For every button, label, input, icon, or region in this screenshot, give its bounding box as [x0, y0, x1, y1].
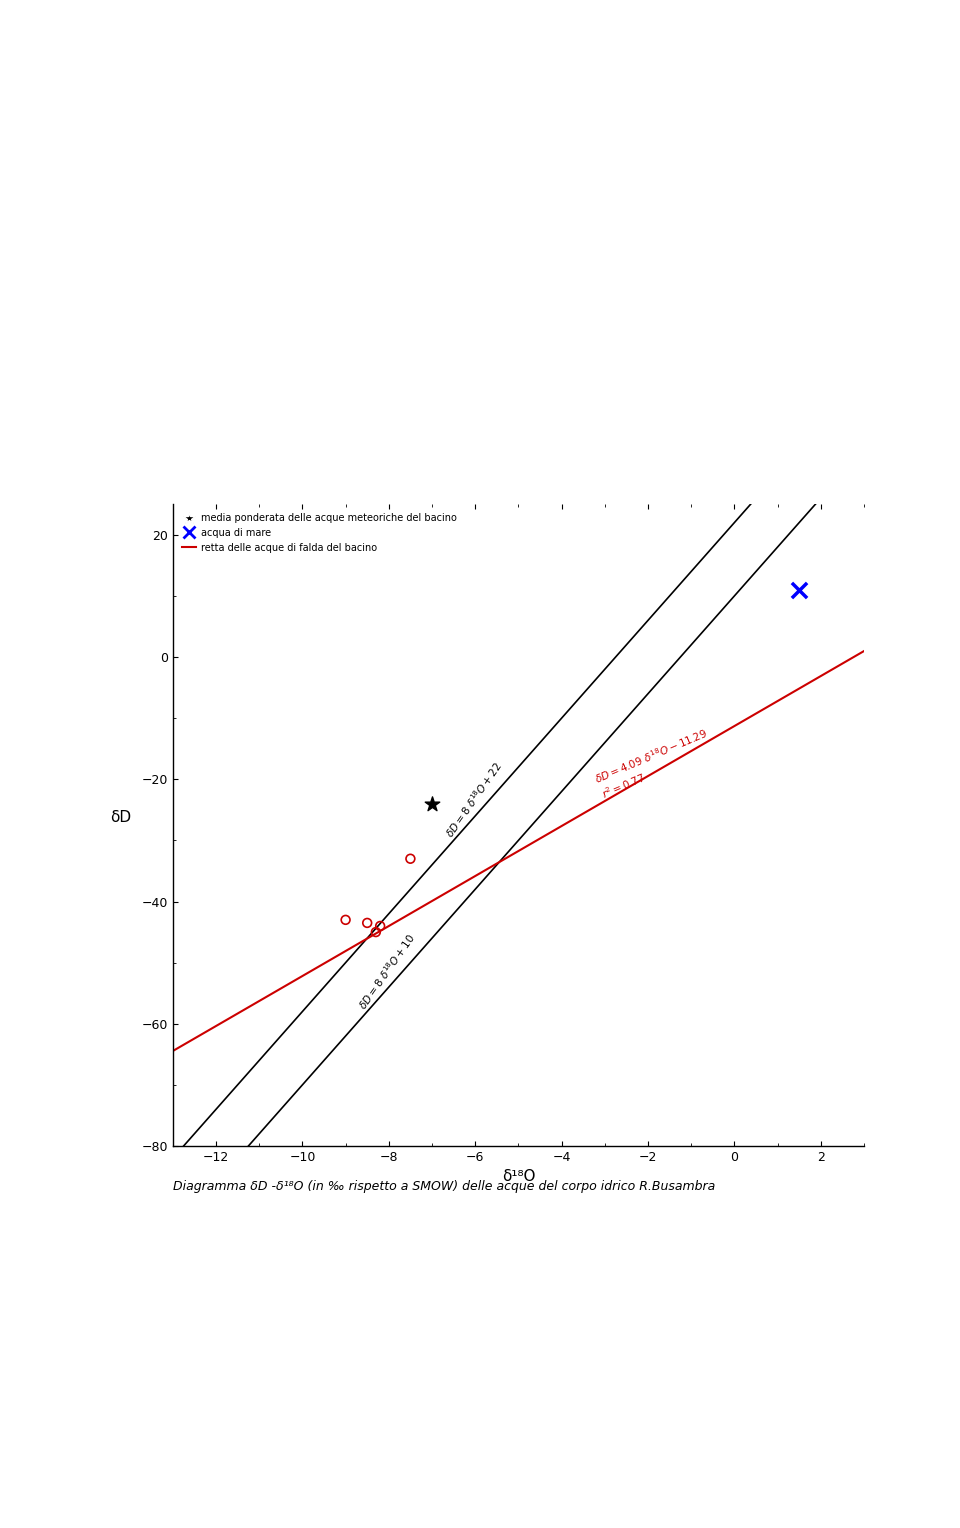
Text: $\delta D = 4.09\ \delta^{18}O - 11.29$
$r^2 = 0.77$: $\delta D = 4.09\ \delta^{18}O - 11.29$ … [593, 726, 716, 801]
X-axis label: δ¹⁸O: δ¹⁸O [502, 1169, 535, 1184]
Point [368, 920, 383, 944]
Y-axis label: δD: δD [110, 810, 132, 825]
Point [359, 911, 374, 935]
Point [402, 847, 418, 871]
Text: $\delta D = 8\ \delta^{18}O + 22$: $\delta D = 8\ \delta^{18}O + 22$ [443, 759, 505, 840]
Point [372, 914, 388, 938]
Point [338, 908, 353, 932]
Legend: media ponderata delle acque meteoriche del bacino, acqua di mare, retta delle ac: media ponderata delle acque meteoriche d… [178, 509, 461, 556]
Point [791, 578, 806, 602]
Text: Diagramma δD -δ¹⁸O (in ‰ rispetto a SMOW) delle acque del corpo idrico R.Busambr: Diagramma δD -δ¹⁸O (in ‰ rispetto a SMOW… [173, 1180, 715, 1193]
Text: $\delta D = 8\ \delta^{18}O + 10$: $\delta D = 8\ \delta^{18}O + 10$ [356, 931, 419, 1012]
Point [424, 792, 440, 816]
